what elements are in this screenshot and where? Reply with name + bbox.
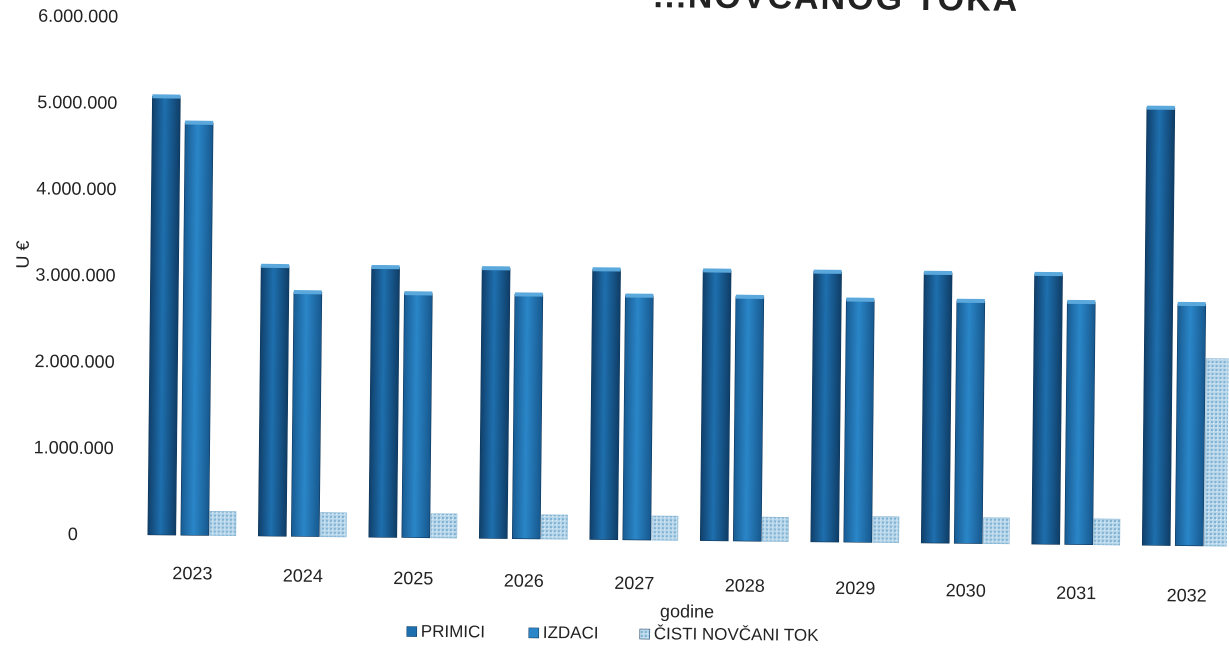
bar-izdaci-2028 — [732, 296, 765, 542]
bar-top-highlight — [1034, 271, 1063, 277]
x-tick-label: 2027 — [614, 573, 654, 593]
bar-top-highlight — [813, 269, 842, 274]
bar-čisti-novčani-tok-2026 — [540, 514, 568, 540]
legend-swatch — [528, 627, 540, 639]
x-tick-label: 2032 — [1167, 585, 1207, 605]
bar-čisti-novčani-tok-2029 — [872, 516, 900, 544]
x-tick-label: 2026 — [504, 570, 544, 590]
bar-primici-2030 — [920, 272, 953, 544]
y-tick-label: 6.000.000 — [38, 6, 118, 27]
bar-izdaci-2030 — [953, 300, 986, 544]
x-tick-label: 2031 — [1056, 583, 1096, 603]
x-tick-label: 2024 — [283, 566, 323, 586]
x-axis: 2023 2024 2025 2026 2027 2028 2029 2030 2031 2032 — [172, 563, 1207, 606]
y-axis-label: U € — [13, 240, 33, 268]
y-axis: 0 1.000.000 2.000.000 3.000.000 4.000.000 5.0… — [34, 6, 119, 544]
bar-čisti-novčani-tok-2032 — [1203, 358, 1229, 547]
bar-top-highlight — [261, 263, 290, 269]
legend-swatch — [406, 626, 418, 637]
bar-izdaci-2023 — [180, 122, 214, 536]
bar-top-highlight — [924, 270, 953, 276]
x-tick-label: 2025 — [393, 568, 433, 588]
bar-primici-2031 — [1031, 273, 1063, 545]
bar-top-highlight — [152, 94, 181, 99]
bar-primici-2032 — [1141, 107, 1176, 546]
bar-top-highlight — [293, 290, 322, 295]
bar-top-highlight — [1146, 105, 1175, 110]
legend: PRIMICI IZDACI ČISTI NOVČANI TOK — [406, 622, 820, 645]
bar-top-highlight — [703, 268, 732, 273]
bar-izdaci-2027 — [622, 295, 654, 541]
y-tick-label: 1.000.000 — [34, 437, 114, 458]
bar-čisti-novčani-tok-2030 — [982, 517, 1010, 545]
bar-čisti-novčani-tok-2024 — [319, 512, 347, 538]
bar-top-highlight — [1177, 301, 1206, 307]
bar-čisti-novčani-tok-2023 — [209, 511, 237, 537]
bar-top-highlight — [371, 264, 400, 270]
bar-izdaci-2026 — [511, 294, 544, 540]
bar-čisti-novčani-tok-2027 — [651, 515, 679, 541]
y-tick-label: 5.000.000 — [37, 92, 117, 113]
bars-group — [147, 94, 1229, 547]
bar-top-highlight — [846, 297, 875, 302]
bar-top-highlight — [956, 298, 985, 303]
x-tick-label: 2029 — [835, 578, 875, 598]
bar-top-highlight — [482, 266, 511, 271]
legend-swatch — [639, 628, 651, 640]
bar-izdaci-2025 — [401, 292, 433, 539]
bar-top-highlight — [1067, 299, 1096, 305]
bar-izdaci-2029 — [843, 299, 875, 543]
y-tick-label: 3.000.000 — [35, 265, 115, 286]
y-tick-label: 2.000.000 — [34, 351, 114, 372]
bar-primici-2029 — [810, 271, 842, 543]
bar-top-highlight — [185, 120, 214, 125]
bar-primici-2027 — [589, 268, 621, 541]
x-tick-label: 2028 — [725, 575, 765, 595]
bar-primici-2023 — [147, 95, 181, 536]
x-tick-label: 2023 — [172, 563, 212, 583]
bar-top-highlight — [592, 267, 621, 272]
bar-top-highlight — [514, 292, 543, 297]
bar-izdaci-2031 — [1064, 301, 1096, 546]
bar-top-highlight — [404, 291, 433, 296]
bar-primici-2025 — [368, 266, 400, 538]
bar-top-highlight — [735, 294, 764, 299]
x-tick-label: 2030 — [946, 580, 986, 600]
x-axis-label: godine — [660, 601, 714, 622]
bar-primici-2024 — [257, 265, 290, 537]
bar-izdaci-2032 — [1174, 303, 1207, 547]
legend-label: ČISTI NOVČANI TOK — [654, 624, 820, 645]
legend-label: PRIMICI — [421, 622, 485, 642]
bar-čisti-novčani-tok-2031 — [1093, 518, 1121, 546]
bar-čisti-novčani-tok-2025 — [430, 513, 458, 539]
bar-čisti-novčani-tok-2028 — [761, 516, 789, 542]
y-tick-label: 4.000.000 — [36, 178, 116, 199]
legend-label: IZDACI — [543, 623, 599, 643]
bar-top-highlight — [625, 293, 654, 298]
bar-izdaci-2024 — [290, 291, 323, 537]
bar-primici-2026 — [478, 267, 511, 539]
bar-primici-2028 — [699, 270, 732, 542]
y-tick-label: 0 — [68, 524, 78, 544]
